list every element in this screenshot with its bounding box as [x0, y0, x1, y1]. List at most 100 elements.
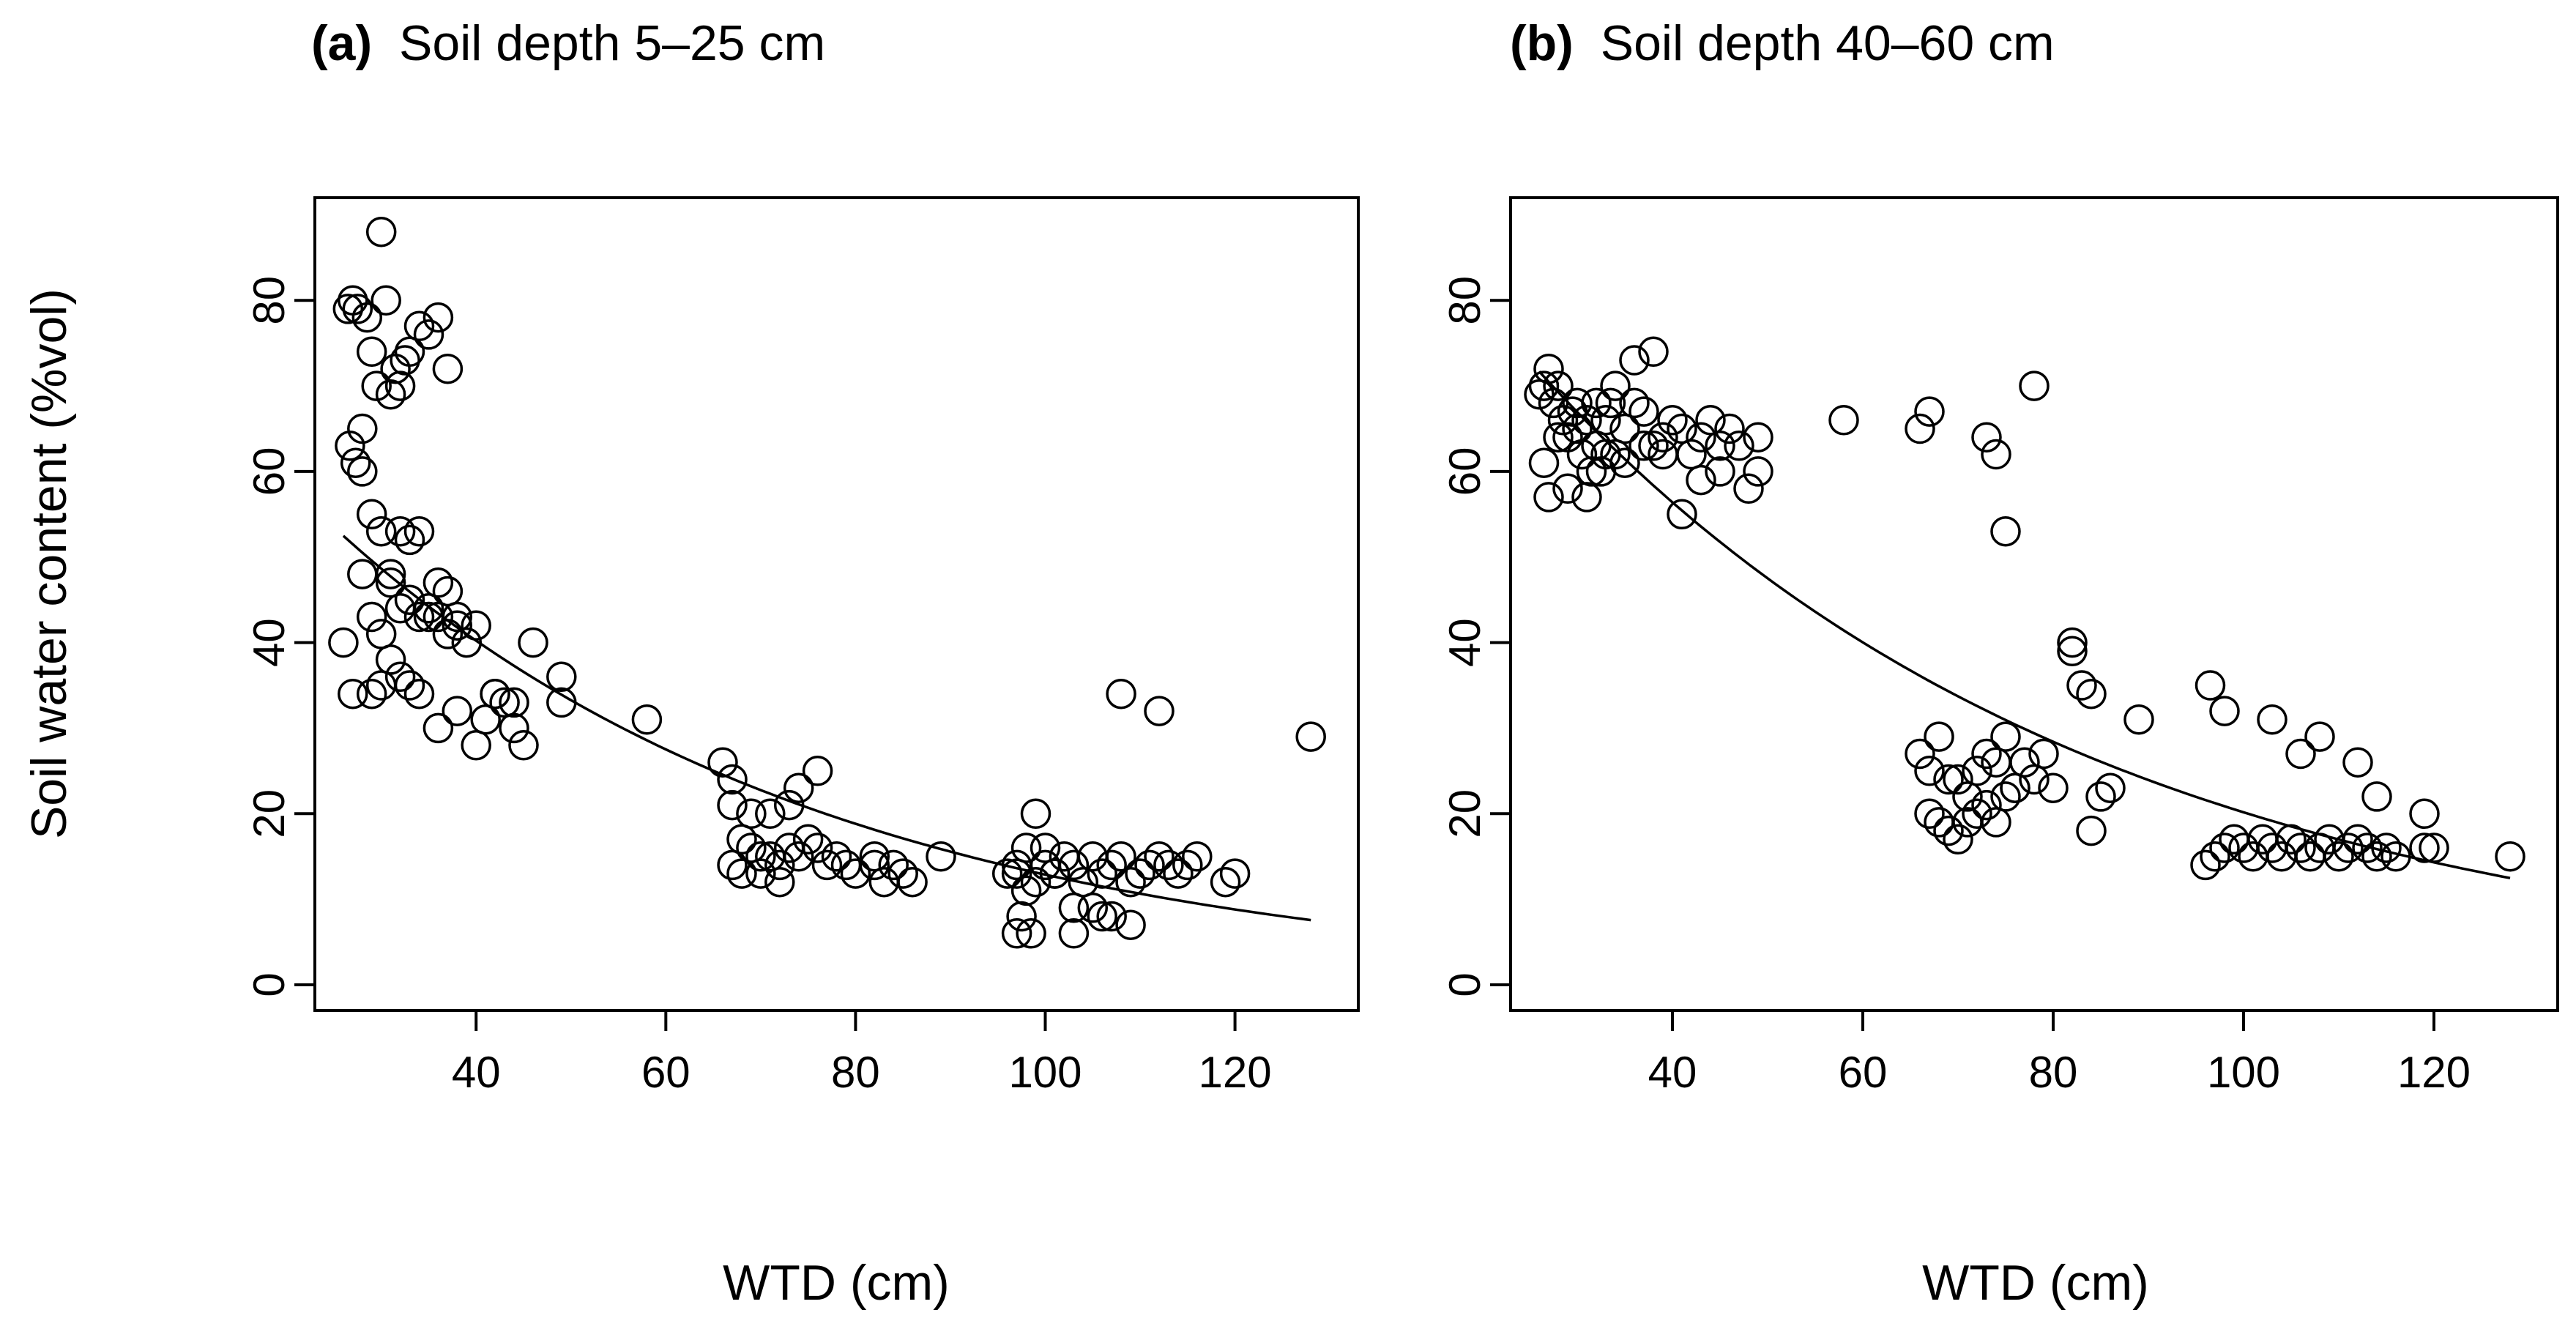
data-point	[926, 841, 956, 872]
y-axis-label: Soil water content (%vol)	[21, 288, 77, 839]
data-point	[356, 678, 387, 710]
data-point	[1210, 866, 1241, 898]
data-point	[2352, 833, 2383, 863]
data-point	[1030, 833, 1061, 863]
data-point	[1115, 909, 1146, 940]
panel-b: (b) Soil depth 40–60 cm 0 20 40 60 80 40 60 80…	[1440, 15, 2559, 1311]
data-point	[1686, 464, 1716, 496]
data-point	[422, 712, 454, 744]
data-point	[2076, 815, 2107, 846]
data-point	[1020, 866, 1051, 898]
data-point	[2419, 833, 2449, 863]
data-point	[2000, 772, 2030, 803]
data-point	[2342, 747, 2373, 778]
data-point	[422, 302, 454, 333]
data-point	[1667, 499, 1697, 530]
y-tick-label: 40	[1440, 618, 1489, 667]
data-point	[1648, 422, 1678, 453]
data-point	[461, 730, 491, 761]
data-point	[499, 687, 529, 718]
data-point	[868, 866, 900, 898]
data-point	[1971, 789, 2002, 821]
data-point	[1001, 858, 1032, 889]
data-point	[736, 798, 767, 830]
data-point	[1990, 781, 2021, 812]
x-tick-label: 60	[1839, 1048, 1888, 1097]
panel-b-points	[1524, 336, 2525, 881]
data-point	[2085, 781, 2116, 812]
data-point	[332, 294, 364, 324]
panel-a-frame	[313, 196, 1360, 1012]
data-point	[878, 849, 909, 881]
panel-a-x-axis-label: WTD (cm)	[723, 1255, 950, 1311]
data-point	[840, 858, 871, 889]
data-point	[2066, 670, 2097, 701]
data-point	[1657, 405, 1688, 436]
panel-a-y-axis: 0 20 40 60 80	[245, 276, 315, 997]
data-point	[764, 849, 795, 881]
data-point	[1001, 918, 1032, 949]
data-point	[1924, 721, 1954, 752]
data-point	[365, 515, 397, 547]
data-point	[1990, 721, 2021, 752]
data-point	[821, 841, 852, 872]
data-point	[1016, 918, 1046, 949]
data-point	[2285, 833, 2316, 863]
data-point	[403, 601, 435, 633]
data-point	[1905, 738, 1935, 770]
data-point	[2195, 670, 2226, 701]
data-point	[1096, 901, 1127, 932]
data-point	[1562, 387, 1593, 419]
data-point	[1543, 370, 1574, 401]
data-point	[1058, 918, 1090, 949]
data-point	[1077, 841, 1109, 872]
data-point	[991, 858, 1023, 889]
data-point	[859, 849, 890, 881]
x-tick-label: 100	[2207, 1048, 2280, 1097]
y-tick-label: 40	[245, 618, 294, 667]
data-point	[1676, 439, 1707, 470]
data-point	[1538, 387, 1569, 419]
data-point	[1609, 447, 1640, 478]
data-point	[403, 515, 435, 547]
data-point	[338, 678, 368, 710]
data-point	[432, 619, 464, 649]
data-point	[2333, 833, 2364, 863]
data-point	[413, 319, 444, 350]
data-point	[1933, 764, 1964, 795]
data-point	[1914, 798, 1945, 830]
data-point	[1533, 482, 1564, 513]
data-point	[717, 849, 748, 881]
data-point	[1628, 396, 1659, 427]
data-point	[783, 772, 814, 803]
data-point	[1182, 841, 1213, 872]
data-point	[1905, 413, 1935, 444]
x-tick-label: 40	[1648, 1048, 1697, 1097]
data-point	[1943, 824, 1973, 855]
data-point	[480, 678, 510, 710]
data-point	[347, 456, 378, 487]
data-point	[1106, 678, 1136, 710]
data-point	[2380, 841, 2411, 872]
data-point	[470, 704, 501, 735]
data-point	[764, 866, 795, 898]
data-point	[1020, 798, 1051, 830]
data-point	[1914, 396, 1945, 427]
data-point	[2076, 678, 2107, 710]
data-point	[375, 644, 406, 675]
data-point	[2038, 772, 2069, 803]
x-tick-label: 40	[452, 1048, 501, 1097]
panel-a-points	[328, 216, 1326, 949]
data-point	[1733, 473, 1764, 504]
data-point	[2019, 370, 2050, 401]
data-point	[792, 824, 824, 855]
data-point	[1600, 370, 1631, 401]
data-point	[546, 687, 577, 718]
data-point	[2257, 704, 2287, 735]
data-point	[2371, 833, 2402, 863]
data-point	[2190, 849, 2221, 881]
y-tick-label: 0	[245, 972, 294, 997]
data-point	[384, 661, 416, 693]
data-point	[1686, 422, 1716, 453]
data-point	[365, 216, 397, 247]
